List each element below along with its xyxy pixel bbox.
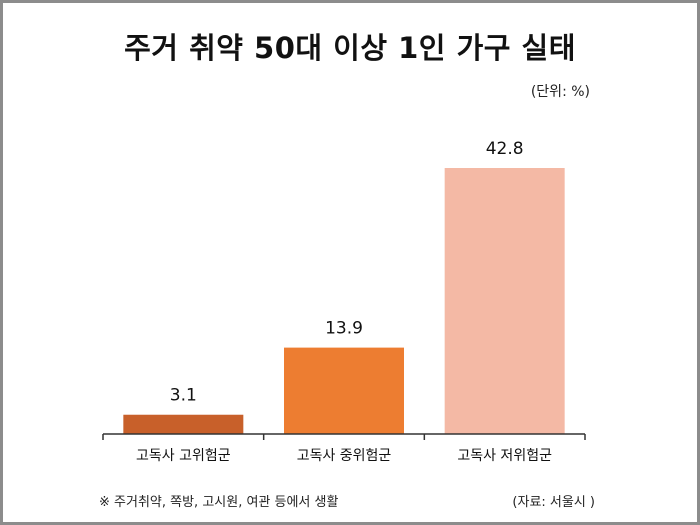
category-label-3: 고독사 저위험군 — [457, 448, 552, 464]
data-label-2: 13.9 — [325, 319, 363, 339]
data-label-1: 3.1 — [170, 386, 197, 406]
unit-label: (단위: %) — [530, 84, 590, 100]
bar-1 — [123, 414, 244, 434]
bar-3 — [444, 168, 565, 434]
category-label-1: 고독사 고위험군 — [136, 448, 231, 464]
category-label-2: 고독사 중위험군 — [297, 448, 392, 464]
source-label: (자료: 서울시 ) — [512, 495, 595, 510]
chart-title: 주거 취약 50대 이상 1인 가구 실태 — [124, 31, 576, 65]
footnote: ※ 주거취약, 쪽방, 고시원, 여관 등에서 생활 — [99, 495, 339, 510]
data-label-3: 42.8 — [486, 139, 524, 159]
bar-2 — [284, 347, 404, 434]
